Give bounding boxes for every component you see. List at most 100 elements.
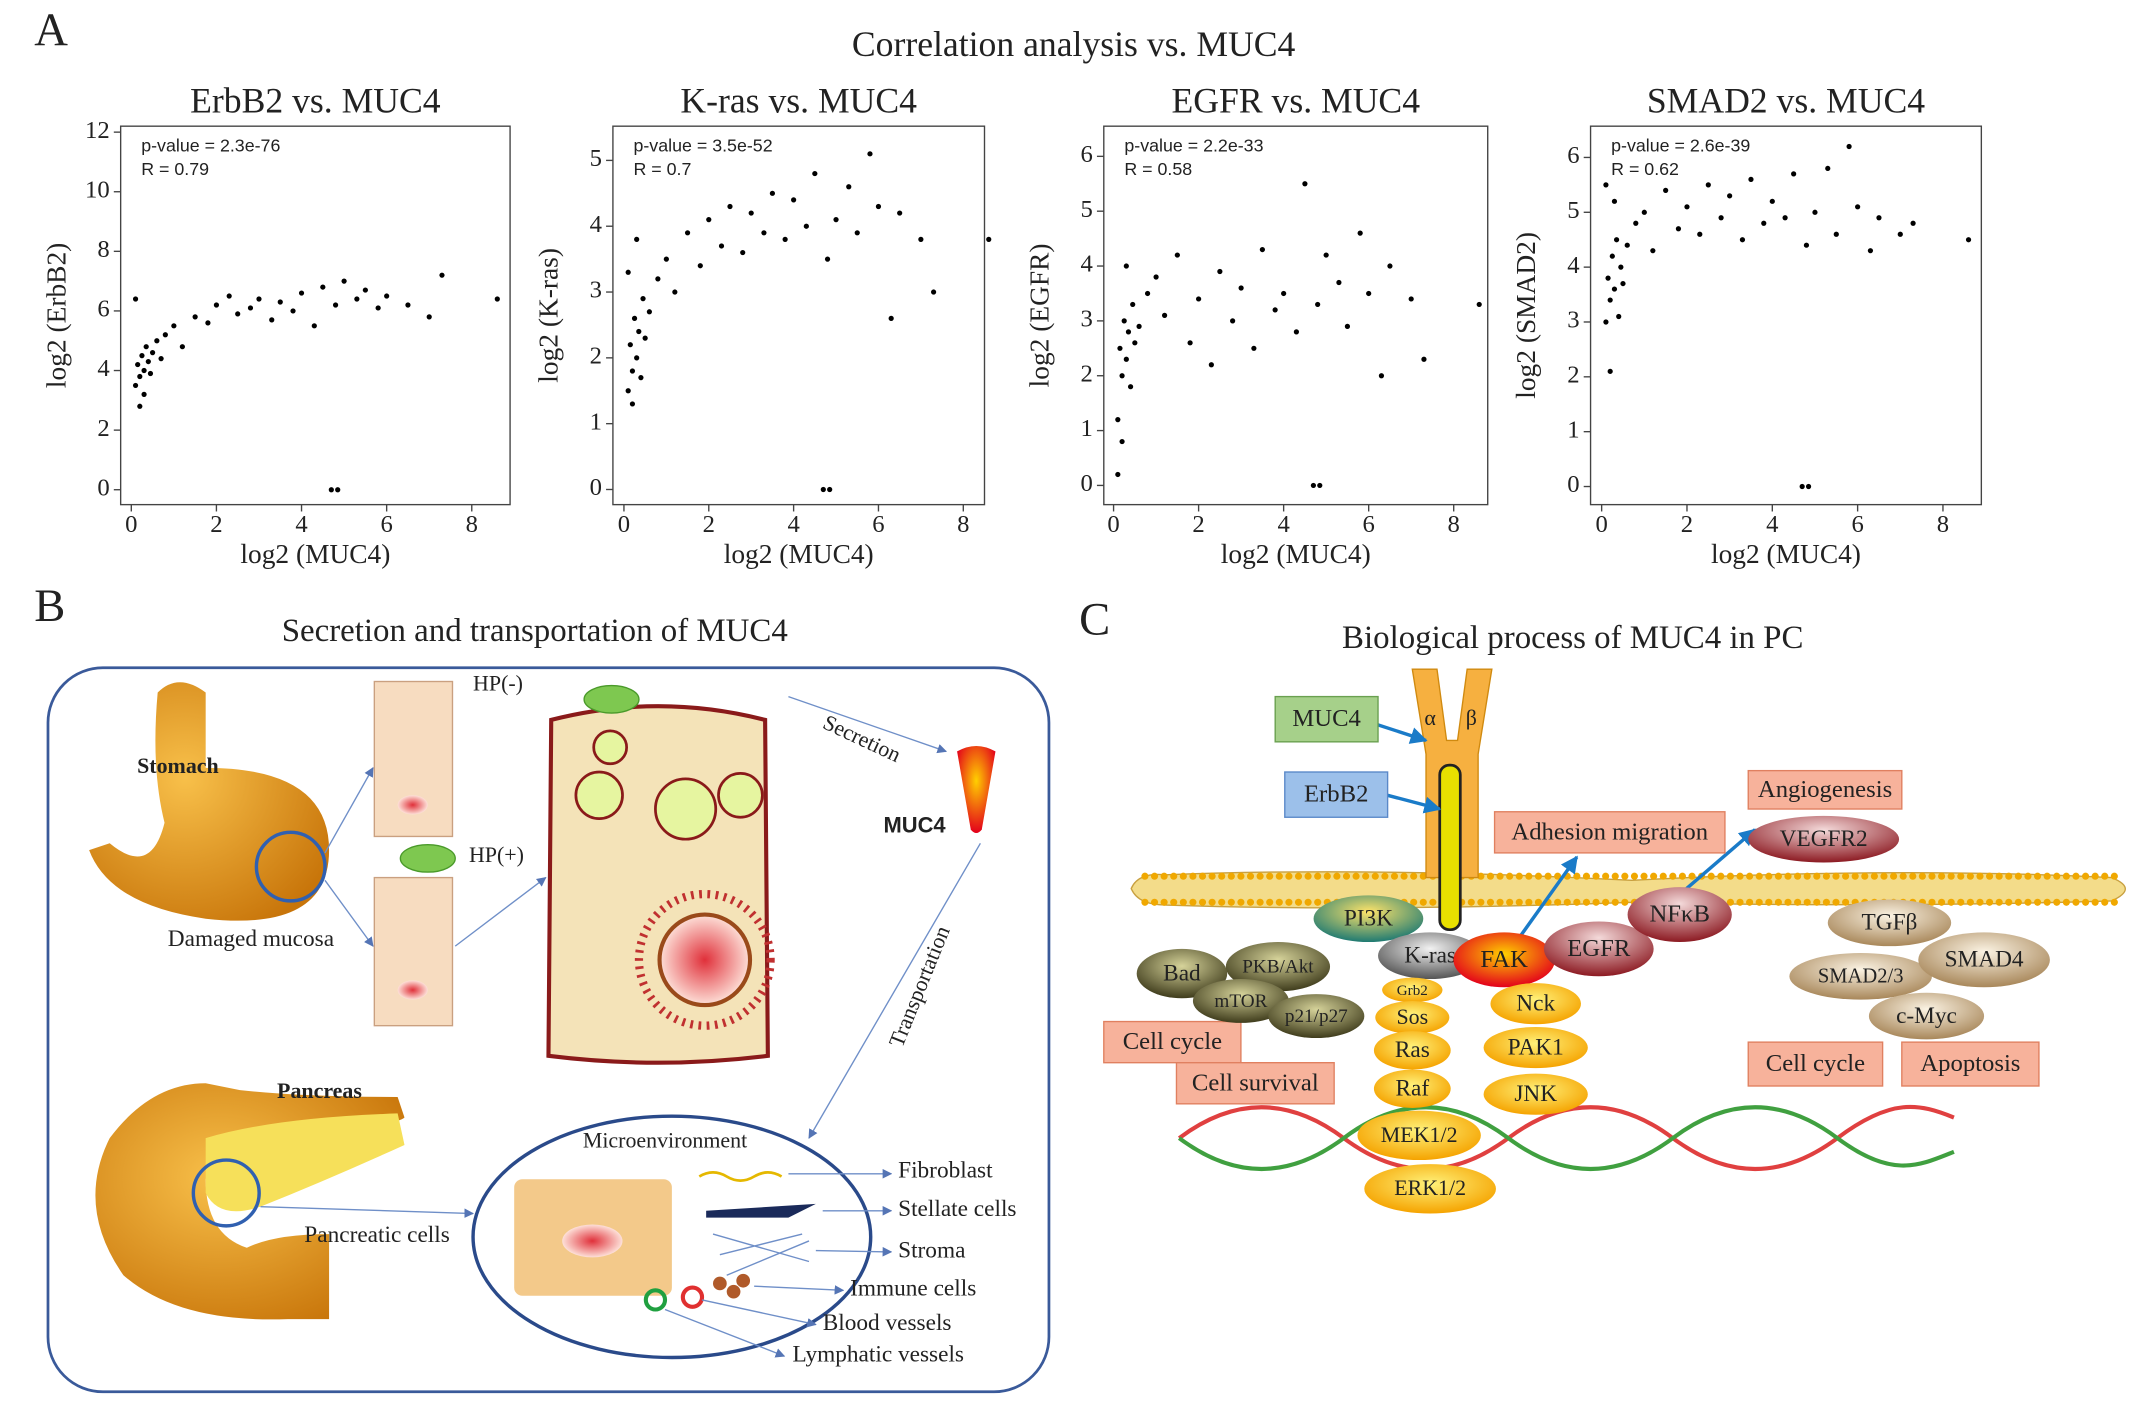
point [141, 391, 147, 397]
lipid [1525, 872, 1533, 880]
lipid [1803, 898, 1811, 906]
point [625, 388, 631, 394]
x-tick-label: 2 [210, 511, 222, 538]
point [697, 263, 703, 269]
node-label: mTOR [1214, 991, 1267, 1012]
point [135, 361, 141, 368]
point [812, 170, 818, 177]
x-tick-label: 6 [1851, 511, 1863, 538]
point [897, 210, 903, 216]
lipid [1208, 872, 1216, 880]
node-label: SMAD2/3 [1818, 965, 1904, 987]
immune-cell [726, 1284, 741, 1299]
arrow [808, 842, 981, 1139]
lipid [1640, 872, 1648, 880]
node [1483, 1073, 1588, 1115]
diagram-label: Stomach [137, 753, 219, 778]
lipid [1371, 872, 1379, 880]
lipid [1362, 872, 1370, 880]
annotation: R = 0.62 [1611, 159, 1679, 179]
diagram-label: Transportation [884, 922, 955, 1050]
lipid [1266, 872, 1274, 880]
arrow [815, 1246, 893, 1257]
lipid [1218, 898, 1226, 906]
lipid [1141, 872, 1149, 880]
arrow [754, 1285, 845, 1295]
point [1748, 176, 1754, 182]
y-axis-label: log2 (ErbB2) [41, 243, 71, 388]
lipid [1573, 872, 1581, 880]
point [629, 368, 636, 374]
y-tick-label: 1 [590, 408, 602, 435]
arrow [701, 1299, 817, 1328]
point [1876, 215, 1882, 221]
point [1281, 290, 1287, 297]
point [1616, 313, 1622, 320]
lipid [1813, 872, 1821, 880]
point [1310, 482, 1317, 489]
node [1827, 899, 1952, 947]
lipid [1150, 872, 1159, 880]
lipid [1794, 898, 1802, 906]
panel-b-art [46, 666, 1051, 1394]
diagram-label: Damaged mucosa [168, 926, 335, 952]
point [171, 323, 177, 329]
lipid [1678, 872, 1686, 880]
point [145, 358, 151, 365]
point [1603, 182, 1609, 188]
y-tick-label: 2 [1080, 360, 1092, 387]
point [1119, 373, 1125, 379]
dna [1177, 1105, 1955, 1172]
point [634, 236, 640, 242]
point [769, 190, 776, 196]
lipid [1333, 872, 1341, 880]
y-tick-label: 3 [590, 277, 602, 304]
point [1336, 279, 1342, 286]
arrow [260, 1205, 475, 1219]
lipid [1554, 898, 1562, 906]
nucleus [397, 795, 428, 815]
point [1238, 285, 1244, 291]
lipid [1832, 898, 1840, 906]
lipid [2033, 898, 2042, 906]
point [362, 287, 368, 293]
lipid [1947, 872, 1955, 880]
point [854, 230, 860, 236]
lipid [1496, 898, 1504, 906]
lipid [1861, 872, 1869, 880]
panel-title: Biological process of MUC4 in PC [1342, 620, 1803, 656]
point [332, 302, 339, 308]
label-box [1747, 1041, 1884, 1087]
point [1965, 237, 1972, 243]
point [426, 314, 432, 320]
diagram-label: Stellate cells [898, 1196, 1016, 1222]
chart-title: ErbB2 vs. MUC4 [190, 80, 441, 120]
subunit-label: β [1466, 705, 1477, 730]
x-tick-label: 8 [466, 511, 478, 538]
box-label: Adhesion migration [1511, 818, 1708, 845]
box-label: Cell cycle [1766, 1050, 1865, 1077]
box-label: Angiogenesis [1758, 776, 1892, 803]
point [646, 309, 652, 315]
lipid [1189, 872, 1197, 880]
chart-title: SMAD2 vs. MUC4 [1647, 80, 1925, 120]
y-tick-label: 2 [1567, 361, 1579, 388]
label-box [1493, 811, 1726, 854]
x-tick-label: 4 [1277, 511, 1289, 538]
subunit-label: α [1424, 705, 1436, 730]
lipid [1515, 872, 1523, 880]
cell [373, 876, 454, 1027]
plot-frame [1589, 125, 1983, 506]
label-box [1175, 1062, 1335, 1105]
point [1684, 204, 1690, 210]
box-label: Apoptosis [1920, 1050, 2020, 1077]
point [132, 382, 139, 389]
x-tick-label: 0 [1107, 511, 1119, 538]
point [1846, 143, 1852, 150]
y-tick-label: 1 [1567, 416, 1579, 443]
point [1421, 356, 1427, 362]
lipid [1410, 898, 1418, 906]
point [269, 317, 275, 323]
point [1897, 231, 1903, 237]
lipid [1256, 898, 1264, 906]
